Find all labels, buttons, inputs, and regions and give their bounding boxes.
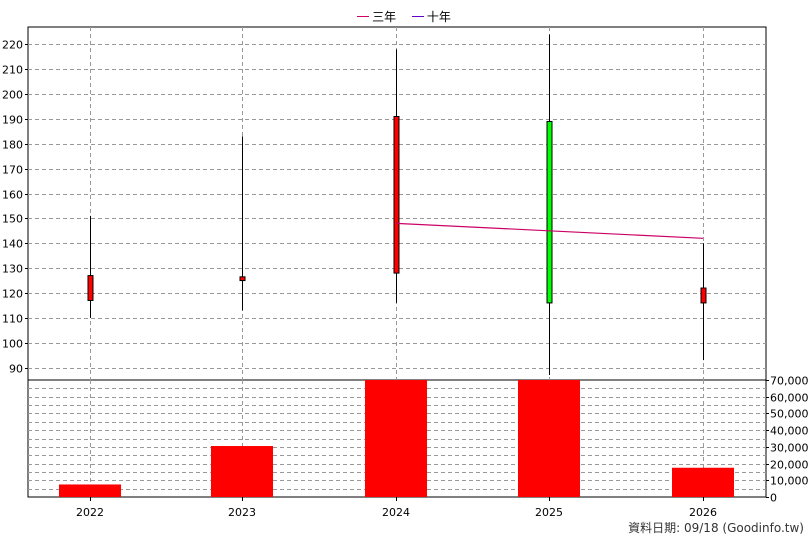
legend-item-10y: 十年 bbox=[411, 8, 451, 25]
legend: 三年 十年 bbox=[0, 6, 808, 25]
candle-body bbox=[239, 276, 246, 282]
x-tick-label: 2024 bbox=[382, 506, 410, 519]
price-tick-label: 160 bbox=[2, 189, 23, 202]
volume-bar bbox=[365, 380, 427, 497]
price-tick-label: 210 bbox=[2, 64, 23, 77]
candle-body bbox=[546, 120, 553, 304]
volume-bar bbox=[59, 484, 121, 497]
price-tick-label: 180 bbox=[2, 139, 23, 152]
x-tick-label: 2022 bbox=[76, 506, 104, 519]
data-date-credit: 資料日期: 09/18 (Goodinfo.tw) bbox=[628, 521, 804, 535]
x-tick-label: 2026 bbox=[689, 506, 717, 519]
x-tick-label: 2025 bbox=[535, 506, 563, 519]
volume-bar bbox=[211, 446, 273, 497]
price-tick-label: 200 bbox=[2, 89, 23, 102]
price-tick-label: 220 bbox=[2, 39, 23, 52]
volume-tick-label: 50,000 bbox=[770, 408, 808, 421]
price-tick-label: 150 bbox=[2, 213, 23, 226]
legend-item-3y: 三年 bbox=[357, 8, 396, 25]
price-tick-label: 140 bbox=[2, 238, 23, 251]
three-year-average-line bbox=[395, 222, 704, 239]
price-tick-label: 130 bbox=[2, 263, 23, 276]
volume-tick-label: 0 bbox=[770, 492, 777, 505]
candle-body bbox=[87, 275, 94, 301]
volume-tick-label: 40,000 bbox=[770, 425, 808, 438]
volume-tick-label: 70,000 bbox=[770, 375, 808, 388]
volume-tick-label: 20,000 bbox=[770, 459, 808, 472]
price-tick-label: 170 bbox=[2, 164, 23, 177]
price-tick-label: 120 bbox=[2, 288, 23, 301]
candle-body bbox=[393, 115, 400, 274]
legend-label-3y: 三年 bbox=[372, 10, 397, 24]
legend-swatch-3y bbox=[357, 16, 370, 17]
price-tick-label: 100 bbox=[2, 338, 23, 351]
x-tick-label: 2023 bbox=[228, 506, 256, 519]
legend-swatch-10y bbox=[411, 16, 424, 17]
legend-label-10y: 十年 bbox=[426, 10, 451, 24]
volume-bar bbox=[518, 380, 580, 497]
volume-tick-label: 60,000 bbox=[770, 392, 808, 405]
volume-tick-label: 30,000 bbox=[770, 442, 808, 455]
price-tick-label: 190 bbox=[2, 114, 23, 127]
volume-tick-label: 10,000 bbox=[770, 475, 808, 488]
candle-body bbox=[700, 287, 707, 304]
volume-bar bbox=[672, 467, 734, 497]
price-tick-label: 90 bbox=[9, 363, 23, 376]
price-tick-label: 110 bbox=[2, 313, 23, 326]
